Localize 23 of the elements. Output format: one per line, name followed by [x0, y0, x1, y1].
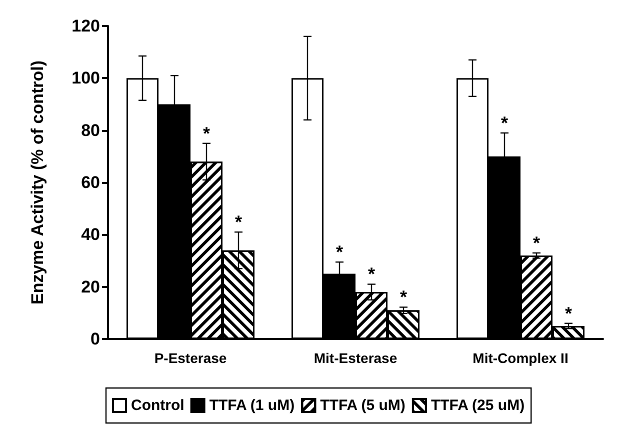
y-tick-label: 20 [81, 277, 100, 296]
data-label: * [400, 287, 408, 308]
data-label: * [368, 264, 376, 284]
y-tick-label: 80 [81, 120, 100, 140]
y-tick-label: 100 [72, 68, 100, 88]
y-axis-title: Enzyme Activity (% of control) [28, 60, 47, 305]
data-label: * [202, 123, 210, 144]
legend-label: TTFA (5 uM) [320, 397, 406, 414]
x-tick-label: P-Esterase [154, 350, 227, 366]
data-label: * [336, 242, 344, 262]
y-tick-label: 0 [90, 330, 100, 348]
data-label: * [564, 303, 572, 324]
y-tick-label: 60 [81, 173, 100, 192]
x-tick-label: Mit-Complex II [472, 350, 568, 366]
y-tick-label: 120 [72, 16, 100, 36]
data-label: * [500, 112, 508, 133]
legend-label: TTFA (1 uM) [209, 397, 295, 414]
legend-label: Control [131, 397, 184, 414]
y-tick-label: 40 [81, 225, 100, 244]
data-label: * [532, 232, 540, 253]
data-label: * [234, 212, 242, 232]
legend-label: TTFA (25 uM) [430, 397, 525, 414]
x-tick-label: Mit-Esterase [314, 350, 398, 366]
